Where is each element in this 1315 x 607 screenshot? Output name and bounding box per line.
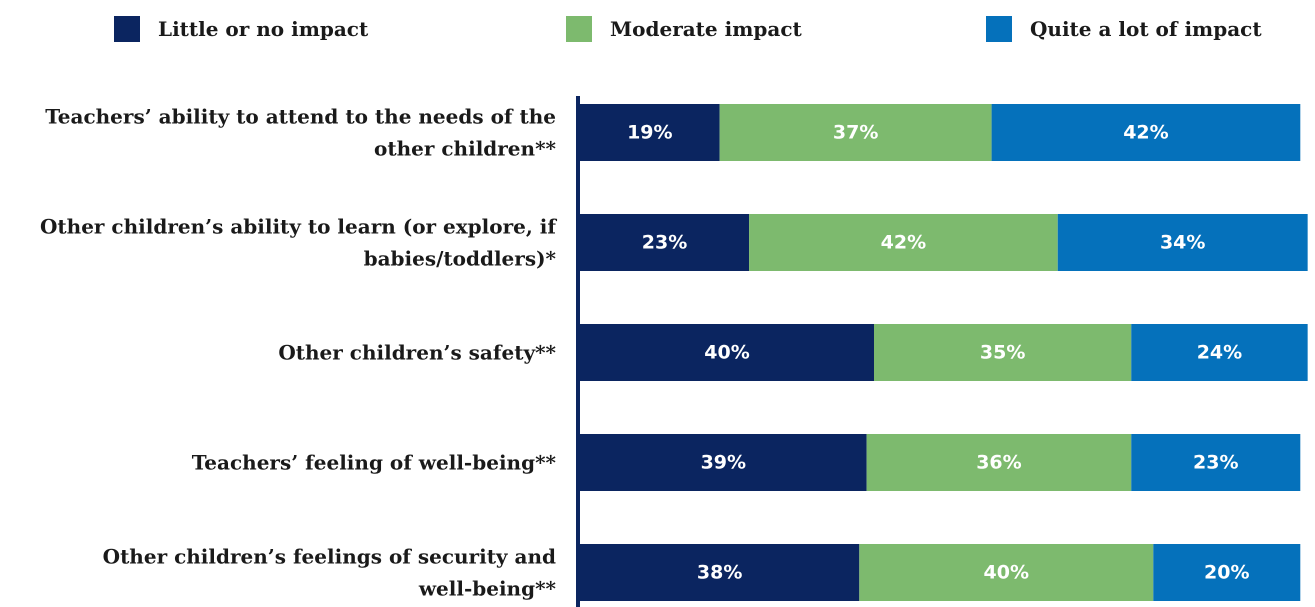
legend-label-little-impact: Little or no impact (158, 17, 369, 41)
bar-segment (749, 214, 1058, 271)
y-axis-line (576, 96, 580, 607)
bar-value-label: 40% (704, 342, 749, 364)
bar-segment (1131, 324, 1308, 381)
bar-segment (580, 324, 874, 381)
legend-swatch-little-impact (114, 16, 140, 42)
category-label: Other children’s safety** (278, 341, 556, 365)
bar-segment (991, 104, 1301, 161)
bar-value-label: 42% (881, 232, 926, 254)
bar-segment (859, 544, 1154, 601)
bar-segment (580, 434, 867, 491)
legend-item-little-impact: Little or no impact (114, 14, 368, 44)
bar-value-label: 40% (984, 562, 1029, 584)
bar-value-label: 23% (1193, 452, 1238, 474)
bar-value-label: 37% (833, 122, 878, 144)
category-label: babies/toddlers)* (364, 247, 557, 271)
legend-item-moderate-impact: Moderate impact (566, 14, 802, 44)
bar-segment (866, 434, 1132, 491)
bar-value-label: 35% (980, 342, 1025, 364)
bar-segment (580, 214, 750, 271)
bar-segment (580, 104, 720, 161)
legend-swatch-quite-a-lot-impact (986, 16, 1012, 42)
legend-label-quite-a-lot-impact: Quite a lot of impact (1030, 17, 1262, 41)
bar-segment (874, 324, 1132, 381)
legend-label-moderate-impact: Moderate impact (610, 17, 802, 41)
bar-value-label: 24% (1197, 342, 1242, 364)
bar-segment (1057, 214, 1308, 271)
bar-segment (580, 544, 860, 601)
bar-value-label: 23% (642, 232, 687, 254)
bar-segment (719, 104, 992, 161)
bar-value-label: 42% (1123, 122, 1168, 144)
category-label: Other children’s feelings of security an… (103, 545, 556, 569)
bar-value-label: 39% (701, 452, 746, 474)
bar-segment (1131, 434, 1301, 491)
category-label: other children** (374, 137, 557, 161)
legend-item-quite-a-lot-impact: Quite a lot of impact (986, 14, 1262, 44)
bar-value-label: 20% (1204, 562, 1249, 584)
chart-legend: Little or no impact Moderate impact Quit… (0, 14, 1315, 44)
bar-segment (1153, 544, 1301, 601)
bar-value-label: 34% (1160, 232, 1205, 254)
bar-value-label: 38% (697, 562, 742, 584)
category-label: Teachers’ feeling of well-being** (192, 451, 557, 475)
category-label: Teachers’ ability to attend to the needs… (45, 105, 556, 129)
bar-value-label: 19% (627, 122, 672, 144)
category-label: Other children’s ability to learn (or ex… (40, 215, 557, 239)
legend-swatch-moderate-impact (566, 16, 592, 42)
category-label: well-being** (418, 577, 557, 601)
bar-value-label: 36% (976, 452, 1021, 474)
